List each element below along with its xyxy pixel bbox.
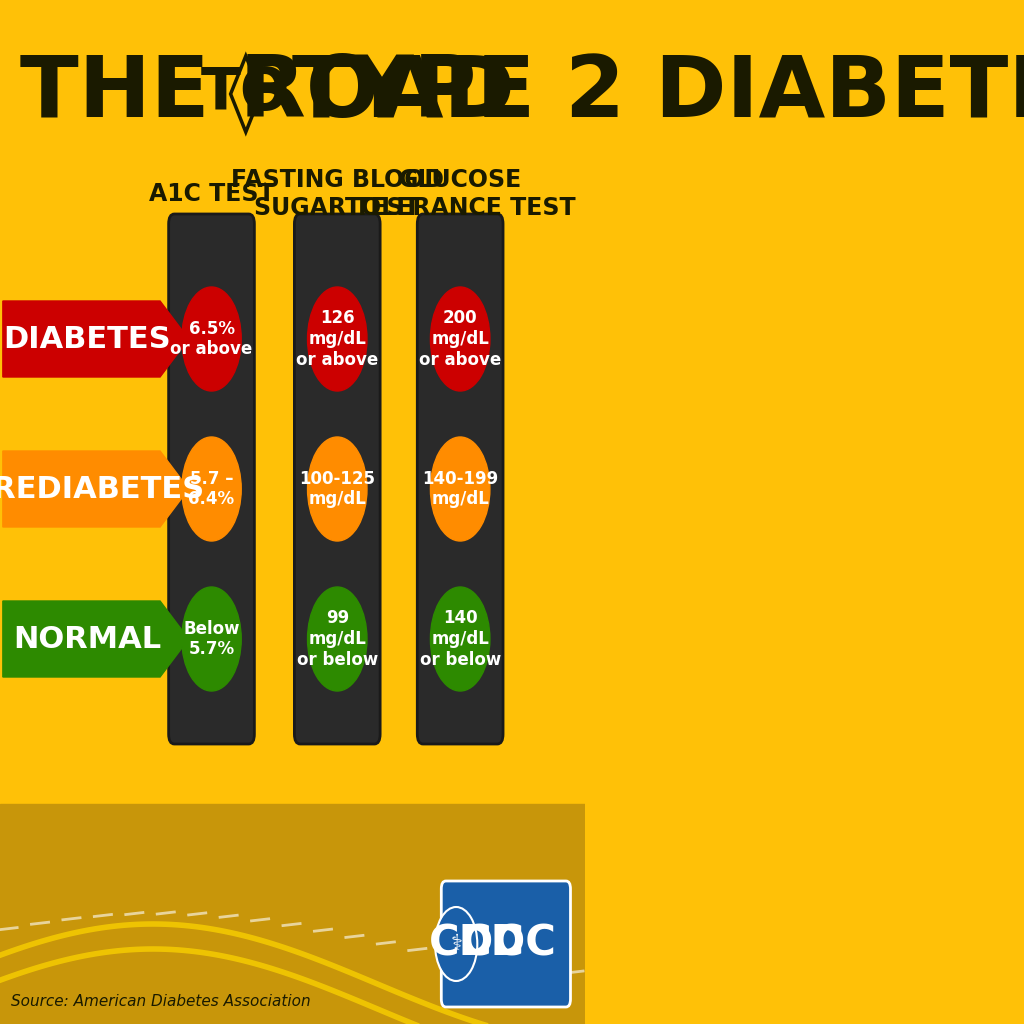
Circle shape: [307, 587, 367, 691]
Text: TYPE 2 DIABETES: TYPE 2 DIABETES: [292, 52, 1024, 135]
Text: NORMAL: NORMAL: [13, 625, 161, 653]
Polygon shape: [3, 451, 188, 527]
Circle shape: [182, 437, 242, 541]
Text: 140-199
mg/dL: 140-199 mg/dL: [422, 470, 499, 508]
Text: CDC: CDC: [461, 923, 557, 965]
Circle shape: [436, 909, 476, 979]
FancyBboxPatch shape: [418, 214, 503, 744]
Text: FASTING BLOOD
SUGAR TEST: FASTING BLOOD SUGAR TEST: [230, 168, 443, 220]
Text: CDC: CDC: [429, 923, 525, 965]
Text: 5.7 –
6.4%: 5.7 – 6.4%: [188, 470, 234, 508]
Text: A1C TEST: A1C TEST: [148, 182, 274, 206]
FancyBboxPatch shape: [441, 881, 570, 1007]
Circle shape: [182, 287, 242, 391]
FancyBboxPatch shape: [169, 214, 254, 744]
Circle shape: [182, 587, 242, 691]
Text: 99
mg/dL
or below: 99 mg/dL or below: [297, 609, 378, 669]
Text: DIABETES: DIABETES: [3, 325, 171, 353]
Text: TO: TO: [201, 66, 291, 123]
Text: THE ROAD: THE ROAD: [20, 52, 515, 135]
Text: 6.5%
or above: 6.5% or above: [170, 319, 253, 358]
Circle shape: [430, 587, 489, 691]
Text: 100-125
mg/dL: 100-125 mg/dL: [299, 470, 375, 508]
Text: Below
5.7%: Below 5.7%: [183, 620, 240, 658]
Text: ⚕: ⚕: [451, 934, 462, 954]
Polygon shape: [3, 301, 188, 377]
Circle shape: [430, 287, 489, 391]
Text: 126
mg/dL
or above: 126 mg/dL or above: [296, 309, 379, 369]
Circle shape: [430, 437, 489, 541]
Text: 200
mg/dL
or above: 200 mg/dL or above: [419, 309, 502, 369]
Text: PREDIABETES: PREDIABETES: [0, 474, 204, 504]
Circle shape: [307, 437, 367, 541]
Polygon shape: [3, 601, 188, 677]
Polygon shape: [0, 804, 586, 1024]
Text: GLUCOSE
TOLERANCE TEST: GLUCOSE TOLERANCE TEST: [345, 168, 575, 220]
Text: Source: American Diabetes Association: Source: American Diabetes Association: [11, 994, 311, 1009]
FancyBboxPatch shape: [294, 214, 380, 744]
Circle shape: [307, 287, 367, 391]
Text: 140
mg/dL
or below: 140 mg/dL or below: [420, 609, 501, 669]
